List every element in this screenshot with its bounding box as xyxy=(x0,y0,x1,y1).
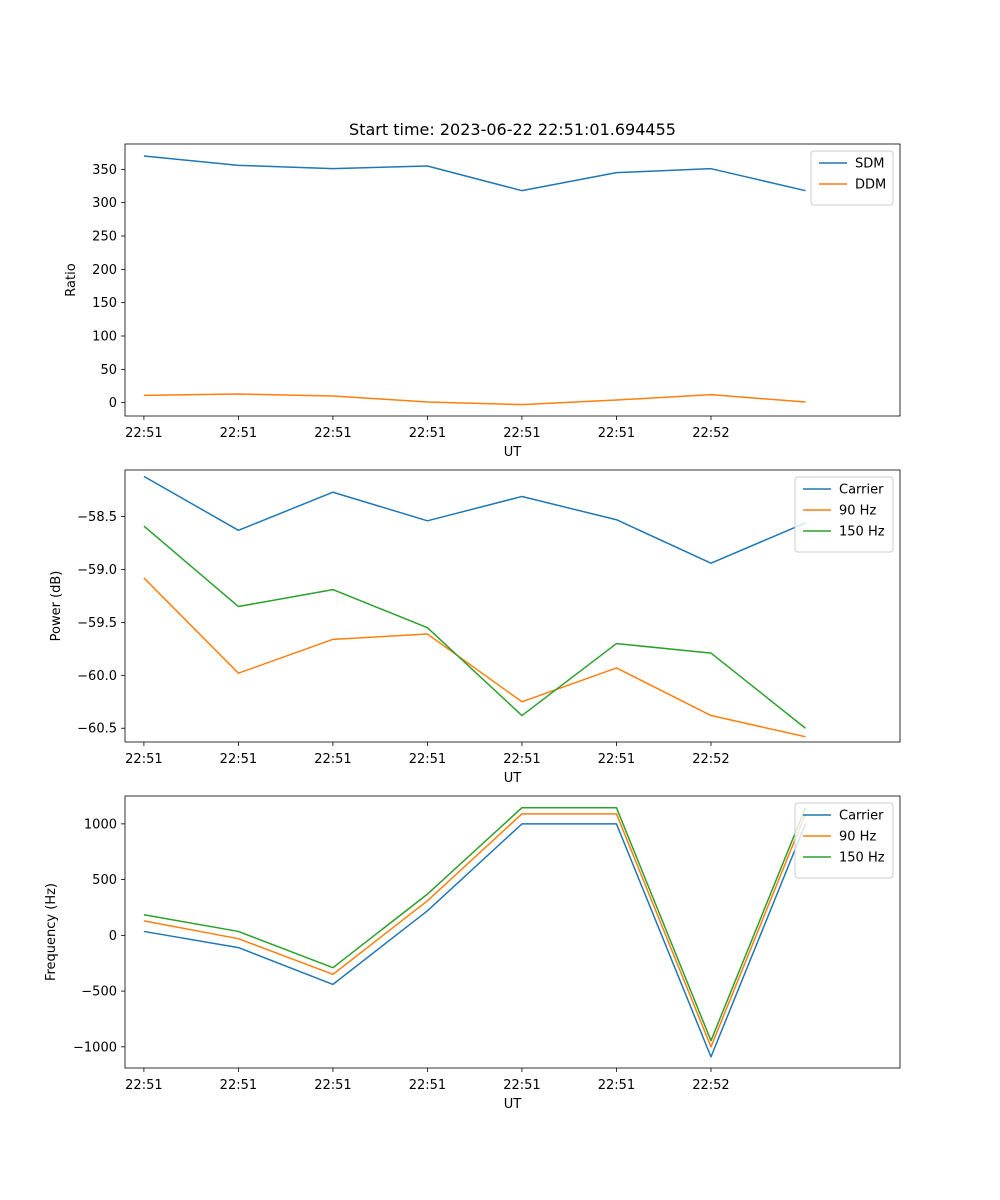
legend: SDM DDM xyxy=(810,150,894,206)
y-axis-label: Ratio xyxy=(64,263,79,296)
y-tick-label: 500 xyxy=(92,873,117,888)
series-line-ddm xyxy=(143,393,806,406)
axes-frame xyxy=(124,795,901,1069)
x-tick-label: 22:51 xyxy=(409,426,446,441)
series-line-150-hz xyxy=(143,806,807,1042)
x-tick-label: 22:51 xyxy=(314,752,351,767)
y-tick-label: −60.5 xyxy=(77,722,117,737)
chart-panel-2: 22:51 22:51 22:51 22:51 22:51 22:51 22:52 −60.5… xyxy=(49,469,901,786)
x-tick-label: 22:51 xyxy=(598,1078,635,1093)
legend-label: 90 Hz xyxy=(839,504,876,519)
y-tick-label: −500 xyxy=(81,985,117,1000)
y-tick-label: −58.5 xyxy=(77,510,117,525)
x-tick-label: 22:51 xyxy=(503,1078,540,1093)
x-axis-label: UT xyxy=(504,445,522,460)
y-axis-label: Power (dB) xyxy=(49,571,64,642)
series-line-90-hz xyxy=(143,577,806,738)
x-tick-label: 22:51 xyxy=(409,1078,446,1093)
x-tick-label: 22:51 xyxy=(125,752,162,767)
legend-box xyxy=(810,150,894,206)
x-tick-label: 22:51 xyxy=(220,752,257,767)
chart-panel-1: 22:51 22:51 22:51 22:51 22:51 22:51 22:52 0 50 10… xyxy=(64,120,901,460)
x-tick-label: 22:51 xyxy=(125,1078,162,1093)
legend-label: 150 Hz xyxy=(839,525,885,540)
x-tick-label: 22:51 xyxy=(503,426,540,441)
legend-label: DDM xyxy=(855,178,886,193)
legend-label: 90 Hz xyxy=(839,830,876,845)
legend: Carrier 90 Hz 150 Hz xyxy=(794,802,894,879)
x-axis-label: UT xyxy=(504,1097,522,1112)
y-tick-label: 1000 xyxy=(84,817,117,832)
y-tick-label: 50 xyxy=(100,363,117,378)
y-tick-label: 150 xyxy=(92,296,117,311)
y-axis-label: Frequency (Hz) xyxy=(44,883,59,981)
x-tick-label: 22:51 xyxy=(220,1078,257,1093)
x-tick-label: 22:51 xyxy=(409,752,446,767)
series-line-90-hz xyxy=(143,813,807,1048)
y-tick-label: 200 xyxy=(92,263,117,278)
x-tick-label: 22:52 xyxy=(692,426,729,441)
chart-panel-3: 22:51 22:51 22:51 22:51 22:51 22:51 22:52 −1000… xyxy=(44,795,901,1112)
legend-label: 150 Hz xyxy=(839,851,885,866)
x-axis-label: UT xyxy=(504,771,522,786)
legend-label: Carrier xyxy=(839,809,884,824)
x-tick-label: 22:52 xyxy=(692,752,729,767)
series-line-150-hz xyxy=(143,525,806,729)
y-tick-label: 0 xyxy=(109,396,117,411)
legend: Carrier 90 Hz 150 Hz xyxy=(794,476,894,553)
x-tick-label: 22:51 xyxy=(598,752,635,767)
chart-title: Start time: 2023-06-22 22:51:01.694455 xyxy=(349,120,676,139)
y-tick-label: 300 xyxy=(92,196,117,211)
y-tick-label: 250 xyxy=(92,230,117,245)
series-line-carrier xyxy=(143,823,807,1058)
legend-label: Carrier xyxy=(839,483,884,498)
y-tick-label: 350 xyxy=(92,163,117,178)
series-line-sdm xyxy=(143,155,806,192)
legend-box xyxy=(794,802,894,879)
axes-frame xyxy=(124,469,901,743)
legend-box xyxy=(794,476,894,553)
y-tick-label: 100 xyxy=(92,330,117,345)
y-tick-label: −59.0 xyxy=(77,563,117,578)
x-tick-label: 22:51 xyxy=(314,1078,351,1093)
x-tick-label: 22:51 xyxy=(220,426,257,441)
y-tick-label: −1000 xyxy=(73,1040,117,1055)
x-tick-label: 22:52 xyxy=(692,1078,729,1093)
y-tick-label: −59.5 xyxy=(77,616,117,631)
y-tick-label: −60.0 xyxy=(77,669,117,684)
x-tick-label: 22:51 xyxy=(503,752,540,767)
series-line-carrier xyxy=(143,475,806,564)
x-tick-label: 22:51 xyxy=(314,426,351,441)
axes-frame xyxy=(124,143,901,417)
legend-label: SDM xyxy=(855,157,884,172)
x-tick-label: 22:51 xyxy=(125,426,162,441)
x-tick-label: 22:51 xyxy=(598,426,635,441)
y-tick-label: 0 xyxy=(109,929,117,944)
